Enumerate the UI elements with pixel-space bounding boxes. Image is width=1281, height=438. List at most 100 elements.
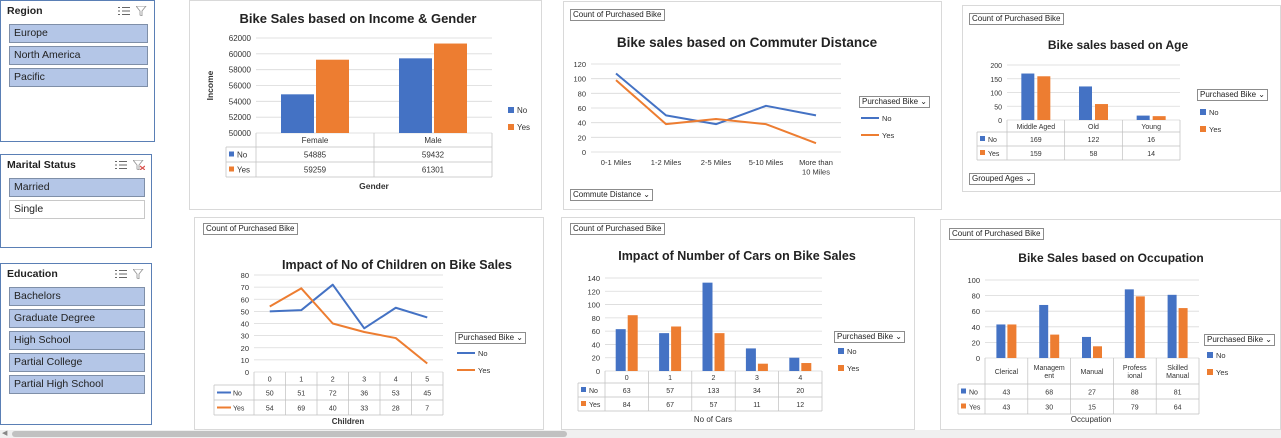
category-label: 2-5 Miles bbox=[701, 158, 732, 167]
y-tick-label: 50000 bbox=[229, 129, 252, 138]
slicer-marital-status[interactable]: Marital Status Married Single bbox=[0, 154, 152, 248]
y-tick-label: 100 bbox=[573, 75, 586, 84]
slicer-item[interactable]: Partial High School bbox=[9, 375, 145, 394]
bar[interactable] bbox=[316, 59, 349, 133]
bar[interactable] bbox=[1039, 304, 1049, 358]
bar[interactable] bbox=[399, 58, 432, 133]
bar[interactable] bbox=[714, 333, 725, 371]
slicer-item[interactable]: Partial College bbox=[9, 353, 145, 372]
category-label: ent bbox=[1044, 373, 1054, 380]
y-tick-label: 100 bbox=[967, 276, 980, 285]
bar[interactable] bbox=[1136, 115, 1150, 120]
bar[interactable] bbox=[1079, 86, 1092, 120]
bar[interactable] bbox=[789, 357, 800, 371]
field-dropdown-button[interactable]: Purchased Bike ⌄ bbox=[1204, 334, 1275, 346]
x-axis-label: Occupation bbox=[1071, 415, 1111, 424]
slicer-item[interactable]: Europe bbox=[9, 24, 148, 43]
series-line[interactable] bbox=[615, 72, 817, 126]
y-tick-label: 120 bbox=[573, 60, 586, 69]
field-dropdown-button[interactable]: Purchased Bike ⌄ bbox=[1197, 89, 1268, 101]
bar[interactable] bbox=[615, 329, 626, 371]
chart-children[interactable]: Impact of No of Children on Bike Sales 0 1… bbox=[194, 217, 544, 430]
field-dropdown-button[interactable]: Purchased Bike ⌄ bbox=[859, 96, 930, 108]
series-line[interactable] bbox=[269, 287, 428, 365]
field-button[interactable]: Count of Purchased Bike bbox=[570, 223, 665, 235]
scrollbar-thumb[interactable] bbox=[12, 431, 567, 437]
data-label: 169 bbox=[1030, 137, 1042, 144]
legend-label: Yes bbox=[478, 366, 490, 375]
field-dropdown-button[interactable]: Purchased Bike ⌄ bbox=[455, 332, 526, 344]
bar[interactable] bbox=[702, 282, 713, 371]
field-button[interactable]: Count of Purchased Bike bbox=[969, 13, 1064, 25]
multi-select-icon[interactable] bbox=[115, 160, 127, 170]
bar[interactable] bbox=[434, 43, 467, 133]
legend-swatch bbox=[508, 107, 514, 113]
series-line[interactable] bbox=[269, 283, 428, 330]
bar[interactable] bbox=[659, 333, 670, 371]
data-label: 69 bbox=[297, 406, 305, 413]
bar[interactable] bbox=[801, 363, 812, 371]
chart-occupation[interactable]: Bike Sales based on Occupation 0 20 40 60 80 1… bbox=[940, 219, 1281, 430]
legend-swatch bbox=[838, 365, 844, 371]
slicer-item[interactable]: Bachelors bbox=[9, 287, 145, 306]
clear-filter-icon[interactable] bbox=[136, 6, 148, 16]
category-label: Manual bbox=[1081, 369, 1104, 376]
bar[interactable] bbox=[996, 324, 1006, 358]
table-series-name: Yes bbox=[589, 402, 601, 409]
bar[interactable] bbox=[627, 315, 638, 371]
slicer-item[interactable]: Married bbox=[9, 178, 145, 197]
y-tick-label: 20 bbox=[592, 354, 600, 363]
clear-filter-icon[interactable] bbox=[133, 160, 145, 170]
bar[interactable] bbox=[671, 326, 682, 371]
chart-commute-distance[interactable]: Bike sales based on Commuter Distance 0 20… bbox=[563, 1, 942, 210]
y-tick-label: 80 bbox=[592, 314, 600, 323]
bar[interactable] bbox=[1021, 73, 1035, 120]
slicer-region[interactable]: Region Europe North America Pacific bbox=[0, 0, 155, 142]
slicer-item[interactable]: Single bbox=[9, 200, 145, 219]
bar[interactable] bbox=[1167, 294, 1177, 358]
bar[interactable] bbox=[1124, 289, 1134, 358]
field-dropdown-button[interactable]: Purchased Bike ⌄ bbox=[834, 331, 905, 343]
chart-age[interactable]: Bike sales based on Age 0 50 100 150 200 Middl… bbox=[962, 5, 1281, 192]
bar[interactable] bbox=[1152, 116, 1166, 120]
bar[interactable] bbox=[1093, 346, 1102, 358]
y-tick-label: 20 bbox=[578, 133, 586, 142]
legend-key bbox=[229, 166, 234, 172]
field-dropdown-button[interactable]: Grouped Ages ⌄ bbox=[969, 173, 1036, 185]
clear-filter-icon[interactable] bbox=[133, 269, 145, 279]
bar[interactable] bbox=[1135, 296, 1145, 358]
field-dropdown-button[interactable]: Commute Distance ⌄ bbox=[570, 189, 653, 201]
slicer-item[interactable]: North America bbox=[9, 46, 148, 65]
bar[interactable] bbox=[281, 94, 314, 133]
bar[interactable] bbox=[1007, 324, 1017, 358]
series-line[interactable] bbox=[615, 79, 817, 145]
bar[interactable] bbox=[1082, 336, 1091, 358]
category-label: 10 Miles bbox=[802, 168, 830, 177]
bar[interactable] bbox=[745, 348, 756, 371]
slicer-item[interactable]: Graduate Degree bbox=[9, 309, 145, 328]
horizontal-scrollbar[interactable]: ◀ bbox=[0, 430, 1281, 438]
data-label: 84 bbox=[623, 402, 631, 409]
chart-cars[interactable]: Impact of Number of Cars on Bike Sales 0 2… bbox=[561, 217, 915, 430]
field-button[interactable]: Count of Purchased Bike bbox=[203, 223, 298, 235]
bar[interactable] bbox=[1095, 104, 1108, 120]
table-series-name: No bbox=[988, 137, 997, 144]
bar[interactable] bbox=[1178, 308, 1188, 358]
slicer-item[interactable]: Pacific bbox=[9, 68, 148, 87]
chart-income-gender[interactable]: Bike Sales based on Income & Gender 50000… bbox=[189, 0, 542, 210]
multi-select-icon[interactable] bbox=[115, 269, 127, 279]
category-label: 4 bbox=[798, 375, 802, 382]
bar[interactable] bbox=[1037, 76, 1051, 120]
slicer-education[interactable]: Education Bachelors Graduate Degree High Sc… bbox=[0, 263, 152, 425]
bar[interactable] bbox=[1050, 334, 1060, 358]
data-label: 30 bbox=[1045, 405, 1053, 412]
bar[interactable] bbox=[757, 363, 768, 371]
data-label: 16 bbox=[1147, 137, 1155, 144]
slicer-item[interactable]: High School bbox=[9, 331, 145, 350]
scroll-left-icon[interactable]: ◀ bbox=[2, 430, 8, 437]
field-button[interactable]: Count of Purchased Bike bbox=[570, 9, 665, 21]
data-label: 51 bbox=[297, 391, 305, 398]
multi-select-icon[interactable] bbox=[118, 6, 130, 16]
y-tick-label: 60000 bbox=[229, 50, 252, 59]
field-button[interactable]: Count of Purchased Bike bbox=[949, 228, 1044, 240]
